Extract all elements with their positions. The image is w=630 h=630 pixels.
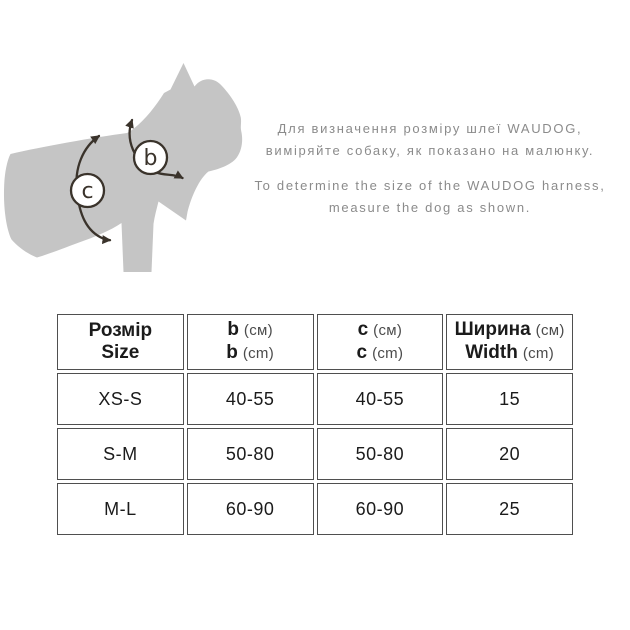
instruction-ukrainian: Для визначення розміру шлеї WAUDOG, вимі…: [228, 118, 630, 162]
dog-silhouette: [3, 63, 243, 272]
header-size-en: Size: [101, 342, 140, 363]
measure-arc-c: [75, 134, 112, 245]
header-c-uk-unit: (см): [373, 322, 403, 339]
row-xs-s-b-cell: 40-55: [186, 373, 314, 425]
instruction-en-line1: To determine the size of the WAUDOG harn…: [254, 178, 606, 193]
row-m-l-width-cell: 25: [446, 483, 573, 535]
header-c-uk: c: [357, 319, 369, 340]
row-s-m-c-cell: 50-80: [316, 428, 444, 480]
row-xs-s-c-cell: 40-55: [316, 373, 444, 425]
header-c-en-unit: (cm): [372, 345, 404, 362]
header-size-uk: Розмір: [88, 320, 153, 341]
marker-letter-b: b: [144, 146, 158, 171]
header-width-en: Width: [465, 342, 518, 363]
header-width-cell: Ширина (см) Width (cm): [446, 314, 573, 370]
instruction-uk-line1: Для визначення розміру шлеї WAUDOG,: [277, 121, 583, 136]
row-m-l-size-cell: M-L: [57, 483, 184, 535]
header-width-uk-unit: (см): [535, 322, 565, 339]
row-s-m-width-cell: 20: [446, 428, 573, 480]
header-c-cell: c (см) c (cm): [316, 314, 444, 370]
measurement-instructions: Для визначення розміру шлеї WAUDOG, вимі…: [228, 118, 630, 219]
size-table: Розмір Size b (см) b (cm) c (см): [57, 314, 573, 535]
header-width-uk: Ширина: [454, 319, 531, 340]
header-b-uk-unit: (см): [243, 322, 273, 339]
instruction-uk-line2: виміряйте собаку, як показано на малюнку…: [265, 143, 595, 158]
row-xs-s-width-cell: 15: [446, 373, 573, 425]
row-m-l-b-cell: 60-90: [186, 483, 314, 535]
marker-circle-c: [69, 172, 106, 209]
header-width-en-unit: (cm): [522, 345, 555, 362]
header-b-uk: b: [227, 319, 239, 340]
row-xs-s-size-cell: XS-S: [57, 373, 184, 425]
header-c-en: c: [356, 342, 368, 363]
header-b-en-unit: (cm): [242, 345, 275, 362]
marker-circle-b: [132, 139, 169, 176]
header-size-cell: Розмір Size: [57, 314, 184, 370]
header-b-en: b: [226, 342, 238, 363]
instruction-english: To determine the size of the WAUDOG harn…: [228, 175, 630, 219]
marker-letter-c: c: [81, 179, 93, 204]
instruction-en-line2: measure the dog as shown.: [328, 200, 532, 215]
header-b-cell: b (см) b (cm): [186, 314, 314, 370]
row-m-l-c-cell: 60-90: [316, 483, 444, 535]
row-s-m-size-cell: S-M: [57, 428, 184, 480]
row-s-m-b-cell: 50-80: [186, 428, 314, 480]
